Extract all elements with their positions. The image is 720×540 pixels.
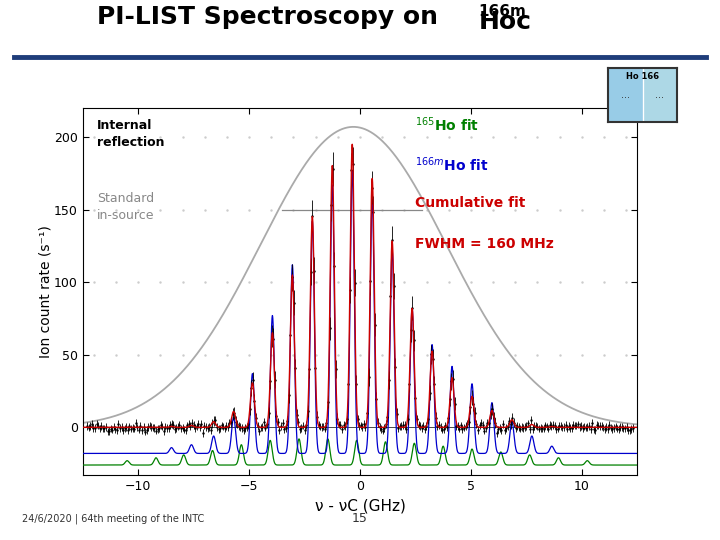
Text: ...: ... — [621, 90, 630, 99]
Text: 15: 15 — [352, 512, 368, 525]
Text: ...: ... — [655, 90, 664, 99]
Y-axis label: Ion count rate (s⁻¹): Ion count rate (s⁻¹) — [39, 225, 53, 358]
Text: $^{166m}$Ho fit: $^{166m}$Ho fit — [415, 156, 489, 174]
Text: $^{165}$Ho fit: $^{165}$Ho fit — [415, 116, 480, 134]
Text: KU LEUVEN: KU LEUVEN — [590, 508, 696, 526]
Text: FWHM = 160 MHz: FWHM = 160 MHz — [415, 237, 554, 251]
Text: 166m: 166m — [479, 4, 526, 19]
X-axis label: ν - νC (GHz): ν - νC (GHz) — [315, 498, 405, 514]
Text: Standard
in-source: Standard in-source — [96, 192, 154, 222]
Text: Cumulative fit: Cumulative fit — [415, 196, 526, 210]
Text: PI-LIST Spectroscopy on: PI-LIST Spectroscopy on — [97, 5, 447, 29]
Text: 24/6/2020 | 64th meeting of the INTC: 24/6/2020 | 64th meeting of the INTC — [22, 513, 204, 524]
Text: Ho 166: Ho 166 — [626, 71, 660, 80]
Text: Internal
reflection: Internal reflection — [96, 119, 164, 149]
Text: Hoc: Hoc — [479, 10, 532, 33]
